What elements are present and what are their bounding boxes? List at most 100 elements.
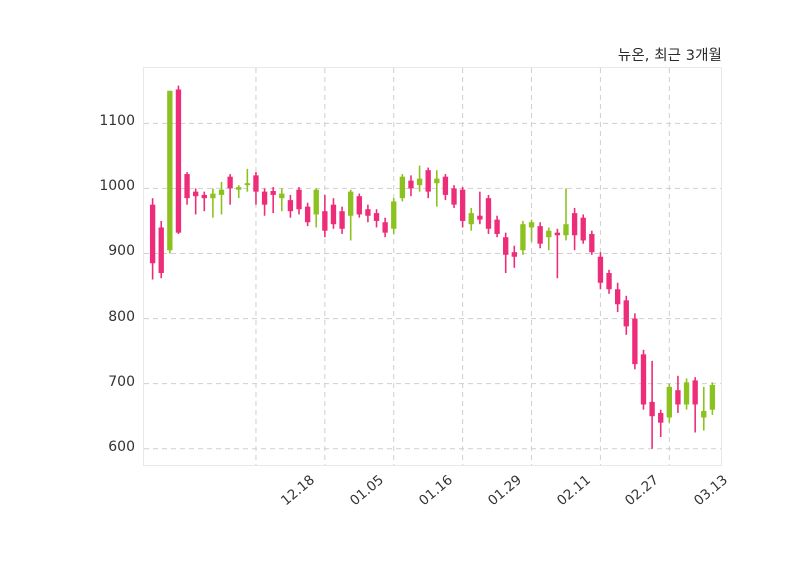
candle-body bbox=[537, 226, 543, 244]
candle-body bbox=[520, 224, 526, 251]
candlestick bbox=[287, 194, 294, 218]
candlestick bbox=[485, 194, 492, 234]
x-axis-tick-label: 03.13 bbox=[691, 472, 732, 510]
y-axis-tick-labels: 600 700 800 900 1000 1100 bbox=[63, 67, 135, 466]
candle-body bbox=[210, 193, 216, 199]
y-axis-tick-label: 900 bbox=[108, 243, 135, 260]
candlestick bbox=[348, 189, 354, 241]
candle-body bbox=[649, 401, 655, 417]
candle-body bbox=[477, 215, 483, 220]
candlestick bbox=[322, 194, 328, 238]
candlestick bbox=[451, 185, 457, 208]
candlestick bbox=[442, 174, 449, 201]
candle-body bbox=[391, 201, 397, 229]
candlestick bbox=[580, 214, 586, 244]
candle-body bbox=[580, 217, 586, 241]
x-axis-tick-label: 02.27 bbox=[622, 472, 663, 510]
candlestick bbox=[425, 167, 431, 199]
candlestick bbox=[528, 219, 535, 242]
candle-body bbox=[442, 176, 449, 195]
candle-body bbox=[270, 191, 276, 195]
x-axis-tick-label: 01.05 bbox=[346, 472, 387, 510]
candle-body bbox=[296, 189, 302, 210]
candle-layer bbox=[149, 85, 716, 449]
candle-body bbox=[236, 187, 242, 190]
candle-body bbox=[503, 237, 509, 255]
candle-body bbox=[554, 232, 561, 236]
candlestick bbox=[666, 383, 672, 423]
candlestick bbox=[399, 174, 406, 202]
x-axis-tick-label: 12.18 bbox=[277, 472, 318, 510]
x-axis-tick-label: 02.11 bbox=[553, 472, 594, 510]
candlestick bbox=[709, 382, 716, 415]
candlestick bbox=[520, 220, 526, 255]
candle-body bbox=[425, 170, 431, 192]
chart-title: 뉴온, 최근 3개월 bbox=[617, 48, 722, 64]
candle-body bbox=[167, 90, 173, 251]
candlestick bbox=[494, 215, 500, 238]
candle-body bbox=[201, 194, 207, 199]
candle-body bbox=[279, 193, 285, 199]
candle-body bbox=[399, 176, 406, 199]
candlestick bbox=[391, 198, 397, 234]
candlestick bbox=[270, 187, 276, 214]
candlestick bbox=[244, 168, 251, 192]
y-axis-tick-label: 700 bbox=[108, 373, 135, 390]
candle-body bbox=[416, 178, 423, 186]
candle-body bbox=[528, 222, 535, 228]
candlestick bbox=[330, 198, 337, 229]
candlestick bbox=[253, 172, 259, 205]
candle-body bbox=[494, 219, 500, 234]
candlestick bbox=[597, 252, 604, 290]
candle-body bbox=[149, 204, 156, 264]
candle-body bbox=[451, 188, 457, 205]
candle-body bbox=[365, 209, 371, 216]
candlestick bbox=[658, 409, 664, 438]
candle-body bbox=[589, 233, 595, 253]
candlestick bbox=[649, 360, 655, 449]
candlestick bbox=[537, 222, 543, 249]
candlestick bbox=[614, 282, 621, 313]
candle-body bbox=[468, 213, 474, 225]
candlestick bbox=[296, 187, 302, 215]
candle-body bbox=[623, 300, 629, 327]
candlestick bbox=[365, 204, 371, 223]
candle-body bbox=[408, 180, 414, 189]
x-axis-tick-label: 01.16 bbox=[415, 472, 456, 510]
candlestick bbox=[701, 386, 707, 431]
candlestick bbox=[511, 245, 517, 268]
candle-body bbox=[244, 183, 251, 186]
candle-body bbox=[563, 224, 569, 236]
candlestick bbox=[434, 170, 440, 207]
candlestick bbox=[477, 191, 483, 225]
candle-body bbox=[434, 178, 440, 184]
candle-body bbox=[683, 382, 690, 405]
x-axis-tick-labels: 12.18 01.05 01.16 01.29 02.11 02.27 03.13 bbox=[143, 466, 731, 536]
candle-body bbox=[158, 227, 164, 274]
candlestick bbox=[606, 269, 612, 294]
candle-body bbox=[287, 200, 294, 212]
candlestick bbox=[313, 188, 319, 228]
candle-body bbox=[571, 213, 578, 236]
candlestick bbox=[554, 228, 561, 279]
candlestick bbox=[459, 187, 466, 228]
candle-body bbox=[614, 289, 621, 305]
candlestick bbox=[304, 202, 311, 227]
candlestick bbox=[683, 378, 690, 410]
candle-body bbox=[485, 198, 492, 229]
plot-area bbox=[143, 67, 722, 466]
candle-body bbox=[348, 191, 354, 216]
candlestick bbox=[193, 188, 199, 215]
candlestick bbox=[218, 181, 225, 215]
candle-body bbox=[330, 204, 337, 225]
candle-body bbox=[459, 189, 466, 221]
candlestick bbox=[692, 377, 698, 433]
grid-lines bbox=[144, 68, 721, 465]
candle-body bbox=[658, 412, 664, 423]
candle-body bbox=[675, 390, 681, 405]
candlestick bbox=[563, 188, 569, 241]
candle-body bbox=[184, 174, 190, 199]
candlestick bbox=[503, 232, 509, 274]
candlestick bbox=[167, 90, 173, 254]
